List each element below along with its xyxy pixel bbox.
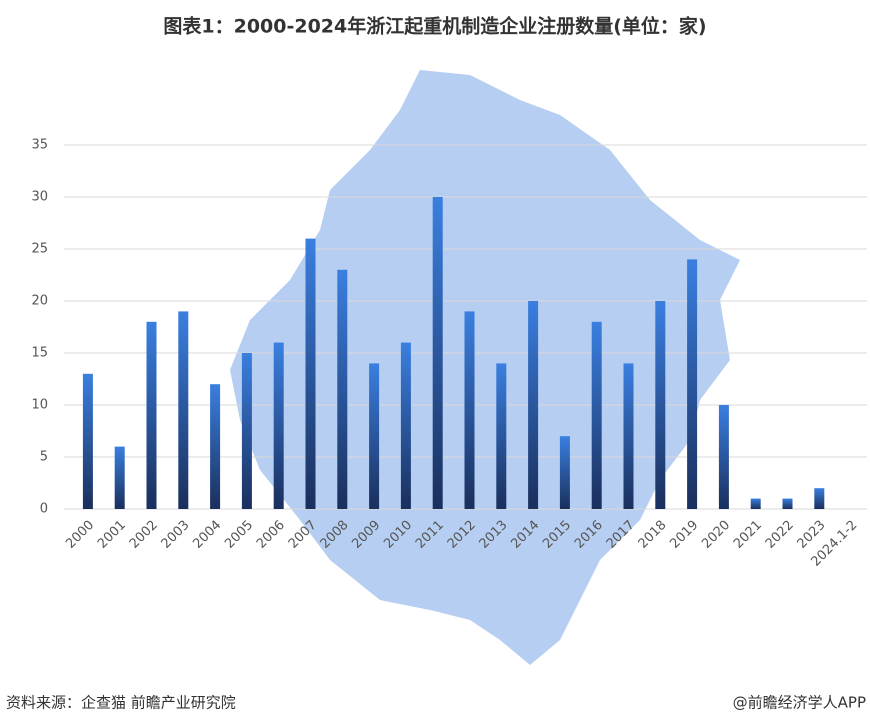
bar	[623, 363, 634, 509]
y-tick-label: 15	[31, 346, 48, 361]
bar	[210, 384, 221, 509]
x-tick-label: 2004	[190, 518, 224, 552]
bar	[178, 311, 189, 509]
x-tick-label: 2022	[763, 518, 797, 552]
y-tick-label: 30	[31, 190, 48, 205]
bar	[528, 301, 539, 509]
source: 资料来源：企查猫 前瞻产业研究院	[6, 694, 236, 712]
bar	[241, 353, 252, 509]
bar	[82, 373, 93, 509]
x-tick-label: 2018	[636, 518, 670, 552]
bar	[782, 498, 793, 509]
x-tick-label: 2006	[254, 518, 288, 552]
bar	[496, 363, 507, 509]
bar	[687, 259, 698, 509]
x-tick-label: 2002	[127, 518, 161, 552]
y-tick-label: 35	[31, 138, 48, 153]
y-tick-label: 20	[31, 294, 48, 309]
bar	[559, 436, 570, 509]
y-tick-label: 5	[40, 450, 48, 465]
bar	[369, 363, 380, 509]
y-tick-label: 25	[31, 242, 48, 257]
bar	[655, 301, 666, 509]
x-tick-label: 2005	[222, 518, 256, 552]
map-background	[230, 70, 740, 665]
bar	[750, 498, 761, 509]
y-tick-label: 10	[31, 398, 48, 413]
y-tick-label: 0	[40, 502, 48, 517]
x-tick-label: 2020	[699, 518, 733, 552]
bar	[273, 342, 284, 509]
bar	[464, 311, 475, 509]
bar	[337, 269, 348, 509]
x-tick-label: 2000	[63, 518, 97, 552]
chart-title: 图表1：2000-2024年浙江起重机制造企业注册数量(单位：家)	[163, 15, 706, 38]
bar	[114, 446, 125, 509]
bar	[146, 321, 157, 509]
x-tick-label: 2001	[95, 518, 129, 552]
bar	[591, 321, 602, 509]
bar	[814, 488, 825, 509]
x-tick-label: 2019	[667, 518, 701, 552]
bar	[305, 238, 316, 509]
bar	[718, 405, 729, 509]
x-tick-label: 2003	[159, 518, 193, 552]
credit: @前瞻经济学人APP	[733, 694, 866, 712]
bar	[400, 342, 411, 509]
bar	[432, 197, 443, 509]
x-tick-label: 2021	[731, 518, 765, 552]
